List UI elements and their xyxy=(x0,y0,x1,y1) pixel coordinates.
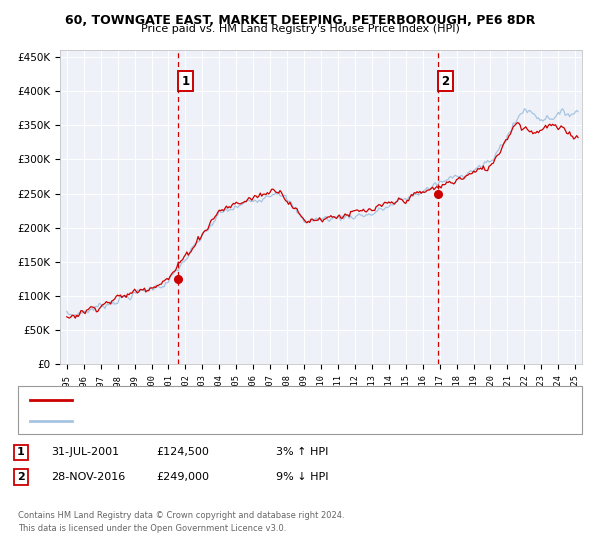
Text: Price paid vs. HM Land Registry's House Price Index (HPI): Price paid vs. HM Land Registry's House … xyxy=(140,24,460,34)
Text: 60, TOWNGATE EAST, MARKET DEEPING, PETERBOROUGH, PE6 8DR: 60, TOWNGATE EAST, MARKET DEEPING, PETER… xyxy=(65,14,535,27)
Text: 9% ↓ HPI: 9% ↓ HPI xyxy=(276,472,329,482)
Text: 28-NOV-2016: 28-NOV-2016 xyxy=(51,472,125,482)
Text: 2: 2 xyxy=(442,74,449,87)
Text: 1: 1 xyxy=(182,74,190,87)
Text: 1: 1 xyxy=(17,447,25,458)
Text: 3% ↑ HPI: 3% ↑ HPI xyxy=(276,447,328,458)
Text: Contains HM Land Registry data © Crown copyright and database right 2024.: Contains HM Land Registry data © Crown c… xyxy=(18,511,344,520)
Text: £249,000: £249,000 xyxy=(156,472,209,482)
Text: HPI: Average price, detached house, South Kesteven: HPI: Average price, detached house, Sout… xyxy=(78,416,328,425)
Text: 2: 2 xyxy=(17,472,25,482)
Text: £124,500: £124,500 xyxy=(156,447,209,458)
Text: 60, TOWNGATE EAST, MARKET DEEPING, PETERBOROUGH, PE6 8DR (detached house): 60, TOWNGATE EAST, MARKET DEEPING, PETER… xyxy=(78,395,485,404)
Text: 31-JUL-2001: 31-JUL-2001 xyxy=(51,447,119,458)
Text: This data is licensed under the Open Government Licence v3.0.: This data is licensed under the Open Gov… xyxy=(18,524,286,533)
